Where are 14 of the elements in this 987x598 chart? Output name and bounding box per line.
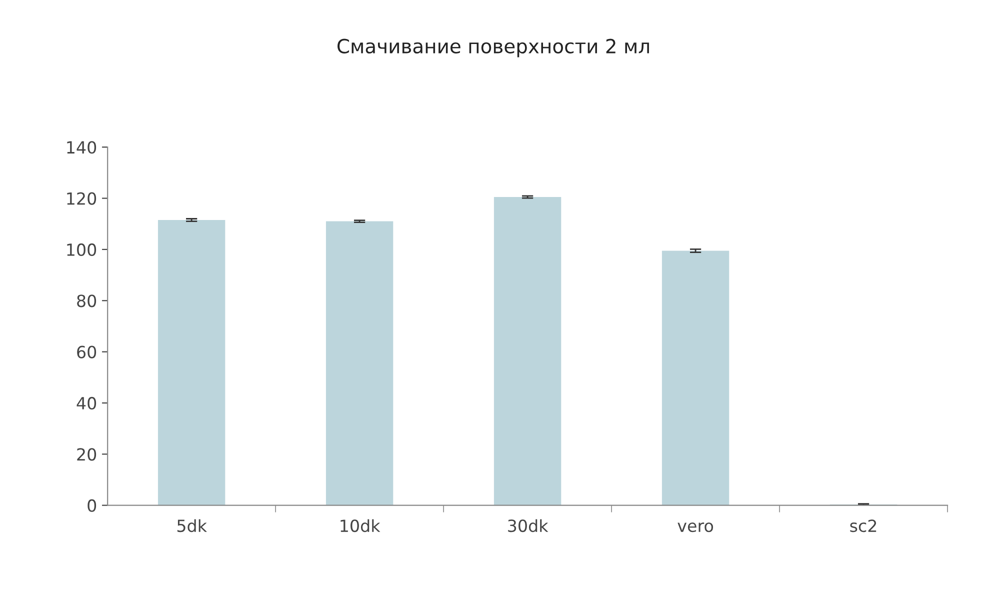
x-tick-label: 10dk — [340, 519, 380, 532]
y-tick-label: 40 — [76, 396, 96, 410]
chart-title: Смачивание поверхности 2 мл — [338, 38, 649, 58]
x-tick-label: 5dk — [177, 519, 207, 532]
y-tick-label: 0 — [88, 499, 96, 512]
y-tick-label: 100 — [67, 243, 96, 256]
x-tick-label: sc2 — [850, 519, 876, 532]
y-tick-label: 60 — [77, 346, 96, 358]
x-tick-label: vero — [678, 522, 714, 532]
y-tick-label: 140 — [67, 141, 96, 154]
y-tick-label: 80 — [77, 294, 96, 308]
x-tick-label: 30dk — [508, 519, 548, 532]
y-tick-label: 120 — [67, 192, 96, 205]
y-tick-label: 20 — [77, 448, 96, 461]
